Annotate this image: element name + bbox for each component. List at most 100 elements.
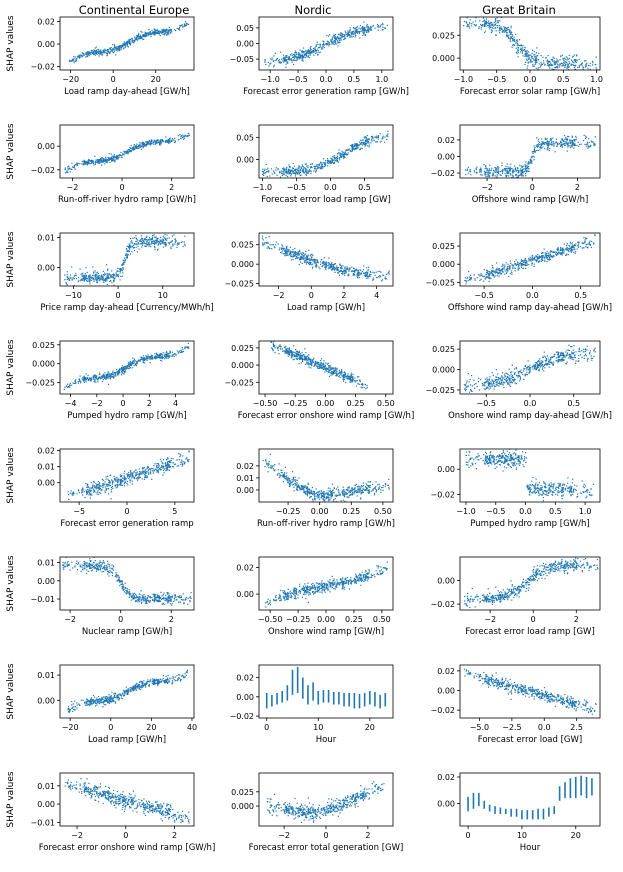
data-point: [585, 64, 587, 66]
x-tick-label: 0: [111, 75, 116, 84]
data-point: [534, 150, 537, 152]
data-point: [159, 239, 161, 241]
data-point: [315, 266, 317, 268]
data-point: [382, 24, 384, 26]
data-point: [593, 142, 595, 144]
data-point: [135, 237, 137, 239]
data-point: [278, 59, 280, 61]
data-point: [120, 48, 122, 51]
data-point: [85, 56, 87, 58]
data-point: [181, 137, 184, 139]
data-point: [313, 49, 315, 51]
data-point: [139, 37, 141, 40]
data-point: [106, 264, 108, 266]
data-point: [170, 247, 172, 250]
data-point: [151, 358, 153, 360]
data-point: [156, 241, 158, 243]
data-point: [518, 169, 520, 171]
data-point: [334, 39, 336, 41]
data-point: [173, 354, 175, 356]
data-point: [546, 149, 548, 151]
data-point: [491, 274, 493, 276]
data-point: [544, 143, 546, 145]
data-point: [296, 169, 299, 171]
data-point: [344, 156, 346, 158]
data-point: [134, 36, 136, 38]
data-point: [474, 278, 476, 280]
data-point: [330, 162, 332, 164]
data-point: [120, 156, 122, 158]
data-point: [574, 68, 576, 71]
data-point: [299, 174, 301, 177]
data-point: [320, 161, 322, 163]
data-point: [166, 34, 168, 36]
data-point: [544, 64, 546, 66]
data-point: [87, 52, 89, 54]
data-point: [139, 144, 141, 146]
data-point: [499, 20, 501, 22]
data-point: [132, 146, 135, 148]
data-point: [105, 378, 107, 380]
data-point: [273, 66, 275, 68]
data-point: [138, 35, 140, 37]
data-point: [556, 144, 558, 146]
data-point: [387, 135, 389, 138]
data-point: [103, 159, 105, 161]
data-point: [281, 247, 283, 249]
data-point: [160, 240, 162, 242]
data-point: [314, 168, 316, 170]
data-point: [532, 56, 534, 58]
data-point: [309, 259, 311, 262]
data-point: [550, 143, 552, 145]
data-point: [118, 48, 120, 50]
data-point: [387, 130, 389, 132]
data-point: [506, 173, 508, 175]
data-point: [561, 138, 563, 140]
data-point: [370, 27, 372, 29]
data-point: [541, 252, 543, 254]
data-point: [296, 168, 298, 170]
data-point: [504, 31, 506, 33]
data-point: [66, 385, 68, 387]
data-point: [488, 276, 490, 279]
data-point: [146, 142, 148, 144]
data-point: [85, 52, 87, 54]
data-point: [567, 144, 569, 146]
data-point: [573, 62, 575, 64]
data-point: [520, 175, 522, 177]
data-point: [164, 140, 167, 142]
data-point: [339, 154, 341, 156]
data-point: [144, 145, 146, 147]
data-point: [316, 265, 318, 267]
data-point: [133, 147, 135, 149]
data-point: [315, 45, 317, 47]
data-point: [523, 261, 525, 263]
data-point: [512, 39, 514, 41]
data-point: [330, 40, 332, 42]
data-point: [577, 246, 579, 248]
data-point: [142, 34, 144, 36]
data-point: [355, 143, 357, 145]
data-point: [533, 59, 535, 61]
data-point: [167, 139, 169, 141]
data-point: [290, 254, 292, 256]
data-point: [112, 155, 114, 157]
data-point: [312, 50, 314, 52]
data-point: [382, 135, 384, 137]
data-point: [299, 55, 301, 57]
data-point: [568, 247, 570, 250]
data-point: [332, 159, 334, 161]
data-point: [105, 158, 108, 160]
data-point: [386, 24, 388, 26]
data-point: [281, 252, 283, 254]
data-point: [528, 170, 530, 172]
x-axis-label: Run-off-river hydro ramp [GW/h]: [58, 195, 196, 205]
data-point: [352, 143, 354, 146]
data-point: [106, 279, 108, 281]
data-point: [467, 24, 469, 26]
data-point: [514, 38, 516, 40]
data-point: [499, 27, 501, 29]
data-point: [115, 48, 117, 50]
data-point: [141, 239, 143, 241]
